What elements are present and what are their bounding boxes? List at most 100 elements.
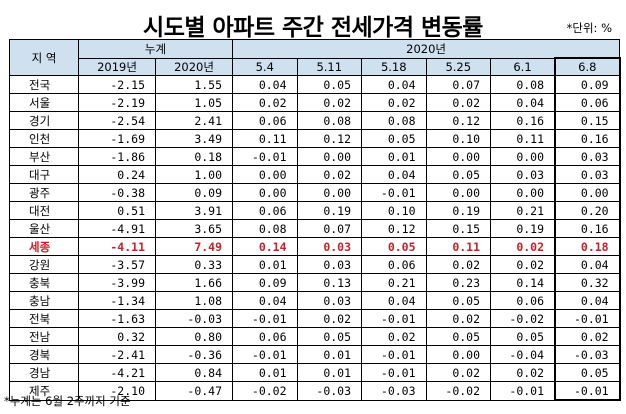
- week-cell: 0.13: [296, 273, 363, 292]
- week-cell: 0.06: [361, 255, 427, 274]
- week-cell: 0.00: [232, 183, 298, 202]
- region-cell: 충남: [9, 291, 79, 310]
- cumulative-cell: 3.65: [154, 219, 234, 238]
- table-row: 인천 -1.69 3.49 0.11 0.12 0.05 0.10 0.11 0.16: [9, 129, 621, 148]
- table-row: 광주 -0.38 0.09 0.00 0.00 -0.01 0.00 0.00 0.00: [9, 183, 621, 202]
- week-cell: 0.04: [554, 291, 621, 310]
- week-cell: 0.03: [554, 147, 621, 166]
- week-cell: 0.04: [232, 291, 298, 310]
- table-row: 경기 -2.54 2.41 0.06 0.08 0.08 0.12 0.16 0.15: [9, 111, 621, 130]
- week-cell: 0.00: [425, 147, 492, 166]
- week-cell: -0.02: [490, 309, 556, 328]
- region-cell: 인천: [9, 129, 79, 148]
- cumulative-cell: 1.08: [154, 291, 234, 310]
- week-header: 5.18: [361, 57, 427, 76]
- cumulative-cell: 1.00: [154, 165, 234, 184]
- week-cell: 0.04: [361, 291, 427, 310]
- region-cell: 경남: [9, 363, 79, 382]
- period-header: 2020년: [232, 39, 621, 59]
- week-cell: 0.00: [425, 345, 492, 364]
- week-cell: 0.00: [296, 183, 363, 202]
- table-row: 강원 -3.57 0.33 0.01 0.03 0.06 0.02 0.02 0.04: [9, 255, 621, 274]
- week-cell: 0.19: [490, 219, 556, 238]
- week-cell: 0.02: [296, 93, 363, 112]
- region-cell: 광주: [9, 183, 79, 202]
- table-row: 대구 0.24 1.00 0.00 0.02 0.04 0.05 0.03 0.03: [9, 165, 621, 184]
- jeonse-change-table: 지 역 누계 2020년 2019년 2020년 5.4 5.11 5.18 5…: [9, 39, 621, 401]
- cumulative-cell: -1.63: [78, 309, 156, 328]
- week-cell: 0.06: [232, 111, 298, 130]
- table-row: 부산 -1.86 0.18 -0.01 0.00 0.01 0.00 0.00 0.03: [9, 147, 621, 166]
- week-cell: 0.00: [554, 183, 621, 202]
- week-cell: 0.05: [425, 327, 492, 346]
- week-cell: 0.05: [361, 129, 427, 148]
- week-cell: -0.01: [361, 309, 427, 328]
- table-row: 세종 -4.11 7.49 0.14 0.03 0.05 0.11 0.02 0.18: [9, 237, 621, 256]
- week-cell: 0.09: [554, 75, 621, 94]
- week-header: 6.1: [490, 57, 556, 76]
- week-cell: 0.05: [425, 291, 492, 310]
- week-cell: -0.01: [361, 183, 427, 202]
- table-body: 전국 -2.15 1.55 0.04 0.05 0.04 0.07 0.08 0.09 서울 -2.…: [9, 75, 621, 401]
- cumulative-cell: -4.91: [78, 219, 156, 238]
- week-cell: -0.01: [232, 147, 298, 166]
- region-cell: 대구: [9, 165, 79, 184]
- region-cell: 전남: [9, 327, 79, 346]
- week-cell: 0.11: [425, 237, 492, 256]
- table-row: 전남 0.32 0.80 0.06 0.05 0.02 0.05 0.05 0.02: [9, 327, 621, 346]
- region-cell: 대전: [9, 201, 79, 220]
- region-cell: 전북: [9, 309, 79, 328]
- week-cell: 0.06: [490, 291, 556, 310]
- week-cell: 0.12: [425, 111, 492, 130]
- cumulative-cell: 0.80: [154, 327, 234, 346]
- cumulative-cell: 1.05: [154, 93, 234, 112]
- week-cell: 0.03: [296, 291, 363, 310]
- cumulative-cell: -3.99: [78, 273, 156, 292]
- week-cell: -0.01: [232, 345, 298, 364]
- cumulative-cell: -2.54: [78, 111, 156, 130]
- week-cell: 0.00: [490, 183, 556, 202]
- week-cell: 0.08: [296, 111, 363, 130]
- week-cell: 0.07: [425, 75, 492, 94]
- cumulative-cell: -1.86: [78, 147, 156, 166]
- week-cell: 0.32: [554, 273, 621, 292]
- week-header: 5.11: [296, 57, 363, 76]
- cumulative-cell: 0.51: [78, 201, 156, 220]
- table-row: 경남 -4.21 0.84 0.01 0.01 -0.01 0.02 0.02 0.05: [9, 363, 621, 382]
- week-cell: 0.02: [232, 93, 298, 112]
- table-row: 전북 -1.63 -0.03 -0.01 0.02 -0.01 0.02 -0.02 -0.01: [9, 309, 621, 328]
- week-cell: 0.04: [361, 75, 427, 94]
- cumulative-cell: -0.03: [154, 309, 234, 328]
- cumulative-cell: 0.24: [78, 165, 156, 184]
- week-cell: 0.18: [554, 237, 621, 256]
- week-cell: -0.01: [554, 309, 621, 328]
- week-cell: 0.08: [490, 75, 556, 94]
- week-cell: 0.01: [296, 345, 363, 364]
- week-header: 5.25: [425, 57, 492, 76]
- week-header: 5.4: [232, 57, 298, 76]
- week-cell: 0.06: [232, 201, 298, 220]
- header-row-1: 지 역 누계 2020년: [9, 39, 621, 76]
- week-cell: 0.11: [232, 129, 298, 148]
- cumulative-cell: -1.69: [78, 129, 156, 148]
- week-cell: 0.10: [361, 201, 427, 220]
- region-cell: 부산: [9, 147, 79, 166]
- region-cell: 울산: [9, 219, 79, 238]
- week-cell: 0.10: [425, 129, 492, 148]
- week-cell: 0.19: [296, 201, 363, 220]
- unit-note: *단위: %: [566, 21, 612, 35]
- week-cell: 0.16: [490, 111, 556, 130]
- week-cell: -0.02: [425, 381, 492, 401]
- week-cell: 0.02: [425, 363, 492, 382]
- week-cell: 0.01: [232, 363, 298, 382]
- week-cell: 0.04: [361, 165, 427, 184]
- table-row: 서울 -2.19 1.05 0.02 0.02 0.02 0.02 0.04 0.06: [9, 93, 621, 112]
- week-cell: 0.23: [425, 273, 492, 292]
- week-cell: 0.02: [490, 363, 556, 382]
- table-row: 경북 -2.41 -0.36 -0.01 0.01 -0.01 0.00 -0.04 -0.03: [9, 345, 621, 364]
- page-title: 시도별 아파트 주간 전세가격 변동률: [143, 15, 483, 41]
- cumulative-cell: 0.32: [78, 327, 156, 346]
- footnote: *누계는 6월 2주까지 기준: [4, 394, 131, 408]
- week-cell: 0.12: [296, 129, 363, 148]
- cumulative-cell: -4.11: [78, 237, 156, 256]
